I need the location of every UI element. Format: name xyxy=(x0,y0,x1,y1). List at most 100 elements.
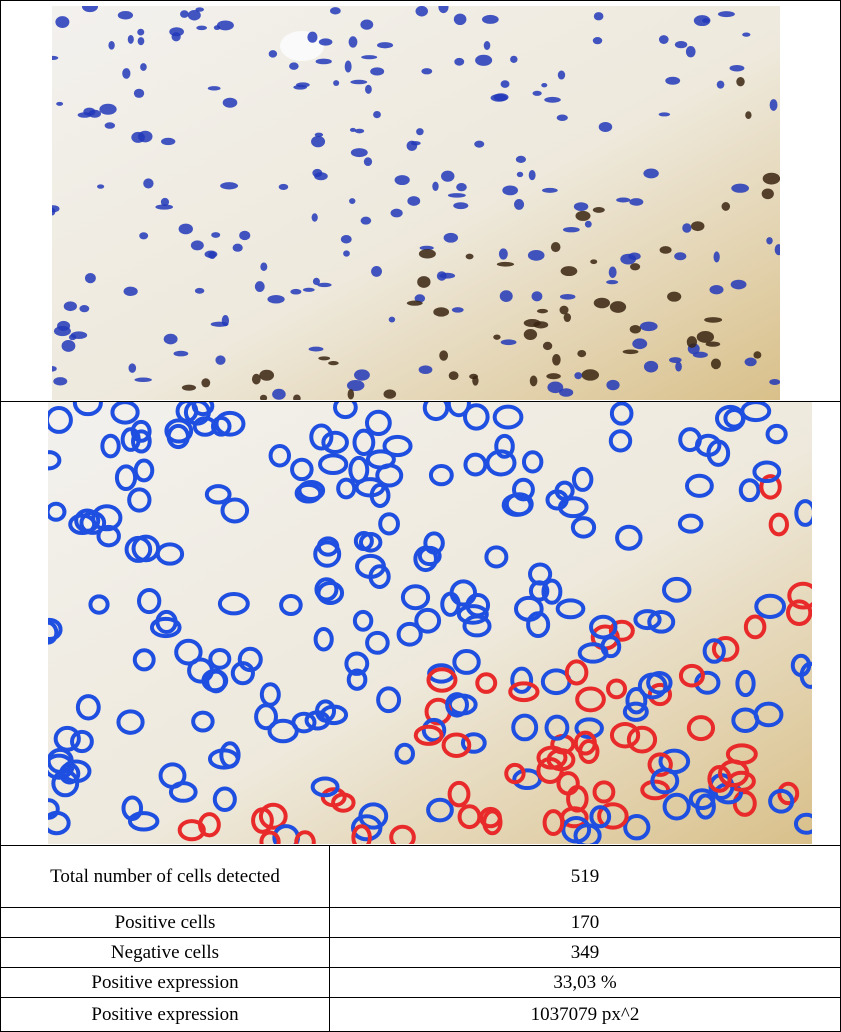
cell xyxy=(417,276,431,288)
cell xyxy=(140,63,147,71)
cell xyxy=(526,611,551,639)
cell xyxy=(219,741,241,769)
cell xyxy=(532,90,542,96)
cell xyxy=(608,619,635,642)
cell xyxy=(312,277,320,286)
cell xyxy=(133,88,145,98)
cell xyxy=(268,50,278,58)
cell xyxy=(133,458,155,483)
cell xyxy=(690,221,705,232)
cell xyxy=(589,805,612,829)
cell xyxy=(272,388,286,400)
cell xyxy=(432,181,439,191)
cell xyxy=(575,686,606,713)
cell xyxy=(428,464,454,487)
cell xyxy=(515,155,526,163)
cell xyxy=(383,389,397,399)
cell xyxy=(196,25,208,31)
cell xyxy=(155,542,185,566)
cell xyxy=(493,93,509,102)
cell xyxy=(606,379,620,391)
cell xyxy=(622,349,639,355)
cell xyxy=(630,263,641,271)
cell xyxy=(606,279,619,285)
cell xyxy=(744,357,757,367)
cell xyxy=(552,353,561,366)
cell xyxy=(88,594,110,615)
cell xyxy=(232,243,243,252)
cell xyxy=(494,433,515,459)
cell xyxy=(237,646,263,673)
cell xyxy=(710,358,721,370)
cell xyxy=(460,732,487,754)
cell xyxy=(53,326,71,337)
cell xyxy=(293,84,307,90)
cell xyxy=(625,686,648,715)
cell xyxy=(311,135,326,148)
cell xyxy=(352,609,374,632)
cell xyxy=(302,287,315,292)
cell xyxy=(377,42,394,49)
cell xyxy=(575,210,591,221)
cell xyxy=(139,232,149,240)
cell xyxy=(131,429,152,454)
cell xyxy=(510,55,518,63)
cell xyxy=(315,58,332,65)
cell xyxy=(108,40,115,50)
cell xyxy=(318,356,331,361)
cell xyxy=(735,669,756,698)
value: 349 xyxy=(329,937,841,968)
cell xyxy=(768,512,790,537)
cell xyxy=(766,237,773,245)
cell xyxy=(122,68,131,79)
cell xyxy=(308,346,324,352)
cell xyxy=(626,725,658,754)
cell xyxy=(74,508,101,533)
cell xyxy=(239,230,251,241)
cell xyxy=(100,433,121,459)
cell xyxy=(492,404,524,430)
cell xyxy=(259,682,281,707)
cell xyxy=(658,112,671,117)
cell xyxy=(786,599,812,627)
cell xyxy=(745,111,752,120)
cell xyxy=(174,638,203,666)
cell xyxy=(155,204,174,210)
cell xyxy=(53,377,68,386)
cell xyxy=(70,729,94,754)
cell xyxy=(620,253,637,265)
cell xyxy=(365,84,372,94)
cell xyxy=(742,32,751,37)
cell xyxy=(310,776,340,798)
cell xyxy=(606,678,628,700)
cell xyxy=(550,242,561,253)
cell xyxy=(63,301,77,312)
cell xyxy=(696,331,715,343)
cell xyxy=(609,721,641,749)
cell xyxy=(72,402,103,417)
cell xyxy=(52,55,59,61)
cell xyxy=(481,14,499,24)
cell xyxy=(134,377,152,382)
cell xyxy=(124,535,153,563)
cell xyxy=(254,281,265,293)
cell xyxy=(528,170,536,181)
cell xyxy=(117,10,134,20)
cell xyxy=(198,812,221,838)
cell xyxy=(321,430,349,455)
cell xyxy=(416,128,424,136)
cell xyxy=(694,433,722,458)
cell xyxy=(592,37,603,45)
cell xyxy=(592,780,616,804)
cell xyxy=(439,350,449,361)
cell xyxy=(665,76,681,85)
cell xyxy=(220,497,250,524)
cell xyxy=(616,197,631,203)
cell xyxy=(313,627,334,652)
cell xyxy=(346,668,368,691)
cell xyxy=(677,513,704,534)
cell xyxy=(632,338,648,350)
cell xyxy=(204,250,218,259)
cell xyxy=(230,661,255,686)
cell xyxy=(344,651,370,676)
